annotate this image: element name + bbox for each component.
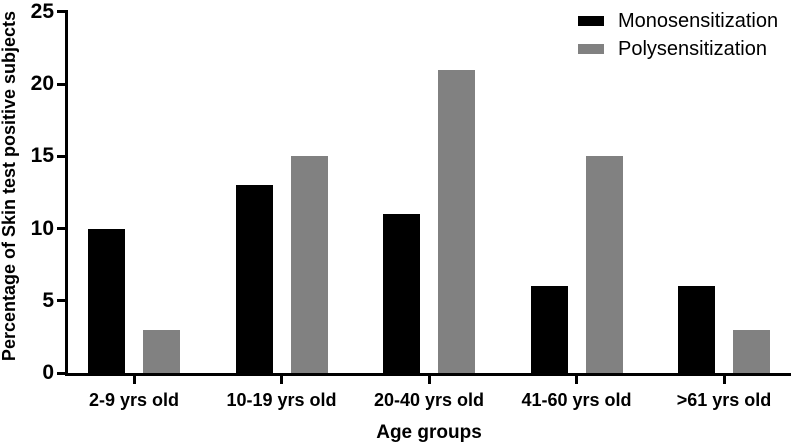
x-axis-tick <box>575 376 578 384</box>
y-axis-tick <box>56 371 65 375</box>
legend-swatch-black-icon <box>578 16 604 26</box>
y-axis-tick <box>56 299 65 303</box>
x-axis-title: Age groups <box>376 422 482 443</box>
bar-polysensitization <box>438 69 475 373</box>
y-axis-line <box>64 10 68 376</box>
x-axis-tick <box>280 376 283 384</box>
y-tick-label: 20 <box>30 72 54 95</box>
y-axis-title: Percentage of Skin test positive subject… <box>0 10 19 362</box>
bar-monosensitization <box>383 214 420 373</box>
bar-polysensitization <box>290 156 328 373</box>
x-axis-tick <box>427 376 431 384</box>
y-axis-tick <box>56 10 65 14</box>
y-tick-label: 0 <box>42 361 54 384</box>
x-tick-label: 10-19 yrs old <box>226 390 337 410</box>
y-tick-label: 10 <box>30 216 54 240</box>
bar-monosensitization <box>530 286 568 373</box>
y-axis-tick <box>56 227 65 230</box>
y-tick-label: 15 <box>30 144 54 168</box>
bar-polysensitization <box>733 329 770 373</box>
y-tick-label: 5 <box>42 288 54 312</box>
y-axis-tick <box>56 82 65 86</box>
x-tick-label: >61 yrs old <box>676 390 772 410</box>
legend: Monosensitization Polysensitization <box>578 9 779 60</box>
x-tick-label: 41-60 yrs old <box>521 390 632 410</box>
legend-label-monosensitization: Monosensitization <box>618 9 779 32</box>
x-axis-tick <box>132 376 136 384</box>
bar-polysensitization <box>143 329 180 373</box>
bar-monosensitization <box>678 286 715 373</box>
x-axis-line <box>64 373 791 376</box>
legend-label-polysensitization: Polysensitization <box>618 37 767 60</box>
legend-item-monosensitization: Monosensitization <box>578 9 779 32</box>
x-tick-label: 2-9 yrs old <box>88 390 180 410</box>
legend-item-polysensitization: Polysensitization <box>578 37 778 60</box>
legend-swatch-gray-icon <box>578 44 604 54</box>
bar-monosensitization <box>235 185 273 373</box>
y-tick-label: 25 <box>30 0 54 23</box>
bar-polysensitization <box>585 156 623 373</box>
x-axis-tick <box>722 376 726 384</box>
bar-monosensitization <box>88 228 125 373</box>
x-tick-label: 20-40 yrs old <box>373 390 485 410</box>
y-axis-tick <box>56 154 65 158</box>
